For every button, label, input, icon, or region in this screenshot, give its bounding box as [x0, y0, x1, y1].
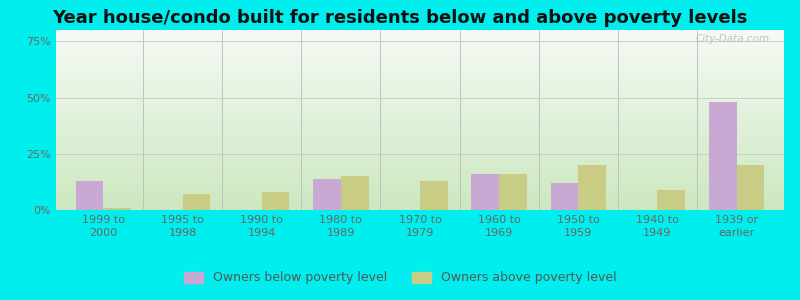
Text: Year house/condo built for residents below and above poverty levels: Year house/condo built for residents bel… — [52, 9, 748, 27]
Legend: Owners below poverty level, Owners above poverty level: Owners below poverty level, Owners above… — [178, 265, 622, 291]
Bar — [578, 165, 606, 210]
Bar — [182, 194, 210, 210]
Text: City-Data.com: City-Data.com — [695, 34, 770, 44]
Bar — [341, 176, 369, 210]
Bar — [103, 208, 131, 210]
Bar — [313, 178, 341, 210]
Bar — [420, 181, 448, 210]
Bar — [471, 174, 499, 210]
Bar — [550, 183, 578, 210]
Bar — [499, 174, 527, 210]
Bar — [262, 192, 290, 210]
Bar — [737, 165, 764, 210]
Bar — [658, 190, 685, 210]
Bar — [709, 102, 737, 210]
Bar — [76, 181, 103, 210]
